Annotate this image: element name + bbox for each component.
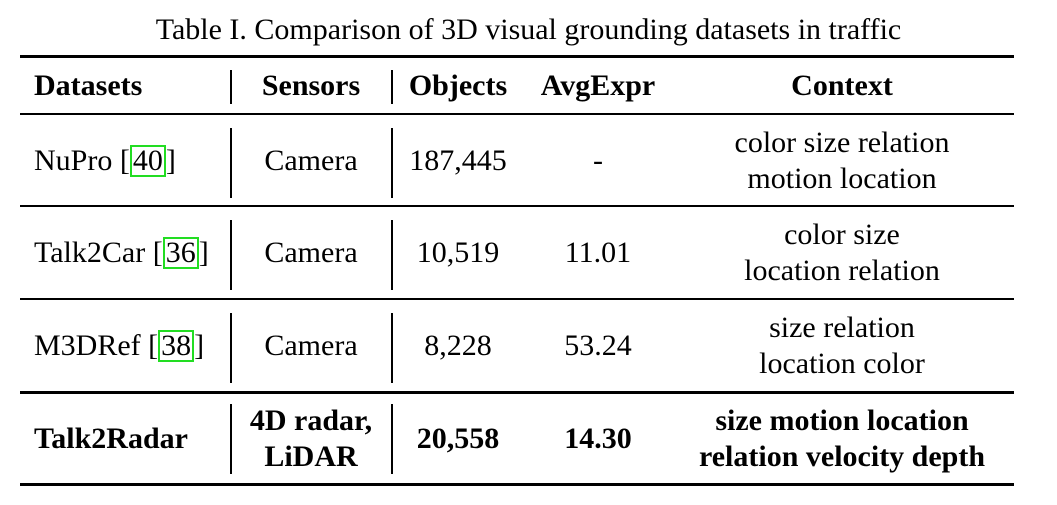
avgexpr-cell: - (593, 144, 603, 177)
dataset-name: NuPro [40] (34, 144, 176, 177)
header-sensors: Sensors (261, 69, 361, 102)
context-line: size motion location (715, 404, 969, 437)
citation-link[interactable]: 36 (162, 237, 199, 269)
dataset-name: M3DRef [38] (34, 329, 205, 362)
context-line: size relation (769, 311, 915, 344)
citation-link[interactable]: 38 (158, 330, 195, 362)
sensor-line: 4D radar, (249, 404, 373, 437)
objects-cell: 8,228 (424, 329, 492, 362)
context-line: relation velocity depth (698, 440, 986, 473)
row-rule-2 (20, 298, 1014, 300)
top-rule (20, 55, 1014, 58)
sensors-cell: Camera (264, 329, 358, 362)
dataset-name: Talk2Car [36] (34, 236, 209, 269)
row-rule-1 (20, 205, 1014, 207)
table-caption: Table I. Comparison of 3D visual groundi… (155, 13, 902, 46)
context-cell: color size relation motion location (672, 118, 1012, 204)
context-cell: color size location relation (672, 210, 1012, 296)
row3-vsep-1 (230, 313, 232, 383)
context-line: motion location (747, 162, 937, 195)
context-line: color size (784, 218, 900, 251)
header-avgexpr: AvgExpr (540, 69, 656, 102)
row3-vsep-2 (391, 313, 393, 383)
avgexpr-cell: 14.30 (564, 422, 632, 455)
context-line: location color (759, 347, 925, 380)
dataset-label: NuPro (34, 144, 113, 177)
sensor-line: LiDAR (264, 440, 358, 473)
row-rule-3 (20, 391, 1014, 394)
header-context: Context (791, 69, 893, 102)
objects-cell: 187,445 (409, 144, 507, 177)
row2-vsep-1 (230, 220, 232, 290)
header-vsep-1 (230, 70, 232, 104)
sensors-cell: Camera (264, 144, 358, 177)
row2-vsep-2 (391, 220, 393, 290)
row4-vsep-2 (391, 404, 393, 474)
header-datasets: Datasets (34, 69, 143, 102)
row1-vsep-1 (230, 128, 232, 198)
objects-cell: 20,558 (416, 422, 500, 455)
context-cell: size motion location relation velocity d… (672, 396, 1012, 482)
context-line: location relation (744, 254, 940, 287)
header-rule (20, 113, 1014, 115)
avgexpr-cell: 11.01 (564, 236, 632, 269)
avgexpr-cell: 53.24 (564, 329, 632, 362)
dataset-label: Talk2Car (34, 236, 146, 269)
row4-vsep-1 (230, 404, 232, 474)
context-line: color size relation (734, 126, 950, 159)
sensors-cell: 4D radar, LiDAR (234, 396, 388, 482)
sensors-cell: Camera (264, 236, 358, 269)
dataset-label: M3DRef (34, 329, 141, 362)
row1-vsep-2 (391, 128, 393, 198)
context-cell: size relation location color (672, 303, 1012, 389)
citation-link[interactable]: 40 (129, 145, 166, 177)
bottom-rule (20, 483, 1014, 486)
objects-cell: 10,519 (416, 236, 500, 269)
header-vsep-2 (391, 70, 393, 104)
dataset-name: Talk2Radar (34, 422, 188, 455)
header-objects: Objects (408, 69, 508, 102)
